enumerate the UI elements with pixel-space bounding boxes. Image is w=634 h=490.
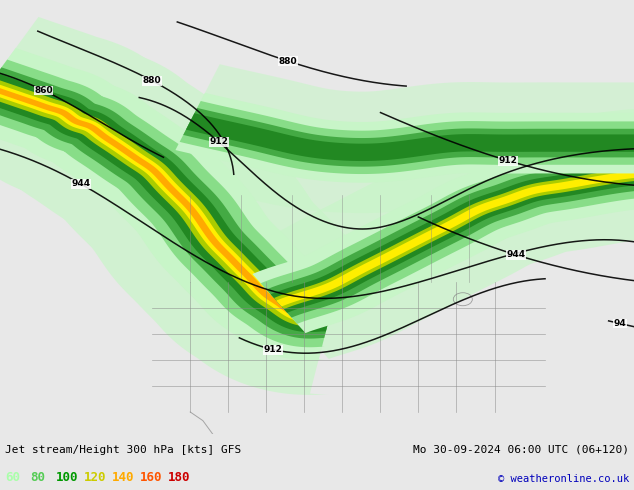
Polygon shape [179, 101, 634, 174]
Polygon shape [176, 93, 634, 183]
Polygon shape [0, 60, 337, 347]
Text: 880: 880 [143, 76, 161, 85]
Text: 100: 100 [56, 471, 78, 484]
Polygon shape [261, 150, 634, 324]
Text: 160: 160 [139, 471, 162, 484]
Polygon shape [0, 48, 340, 360]
Polygon shape [0, 78, 332, 326]
Text: 880: 880 [279, 56, 297, 66]
Polygon shape [252, 139, 634, 333]
Polygon shape [186, 113, 634, 161]
Polygon shape [274, 167, 634, 309]
Text: © weatheronline.co.uk: © weatheronline.co.uk [498, 474, 629, 484]
Polygon shape [276, 170, 634, 307]
Polygon shape [183, 108, 634, 167]
Text: 80: 80 [30, 471, 46, 484]
Polygon shape [0, 73, 333, 332]
Polygon shape [0, 67, 335, 339]
Text: 180: 180 [167, 471, 190, 484]
Polygon shape [0, 82, 331, 322]
Polygon shape [0, 17, 368, 395]
Text: Jet stream/Height 300 hPa [kts] GFS: Jet stream/Height 300 hPa [kts] GFS [5, 445, 242, 455]
Text: 912: 912 [264, 345, 283, 354]
Polygon shape [229, 109, 634, 359]
Text: 912: 912 [498, 156, 517, 165]
Polygon shape [266, 157, 634, 318]
Polygon shape [0, 84, 330, 319]
Text: 944: 944 [507, 250, 526, 259]
Text: 912: 912 [209, 137, 228, 147]
Text: 140: 140 [112, 471, 134, 484]
Text: 860: 860 [34, 86, 53, 95]
Text: 944: 944 [71, 179, 90, 188]
Text: Mo 30-09-2024 06:00 UTC (06+120): Mo 30-09-2024 06:00 UTC (06+120) [413, 445, 629, 455]
Text: 60: 60 [5, 471, 20, 484]
Text: 120: 120 [84, 471, 106, 484]
Polygon shape [160, 64, 634, 213]
Polygon shape [271, 163, 634, 313]
Text: 94: 94 [614, 319, 626, 328]
